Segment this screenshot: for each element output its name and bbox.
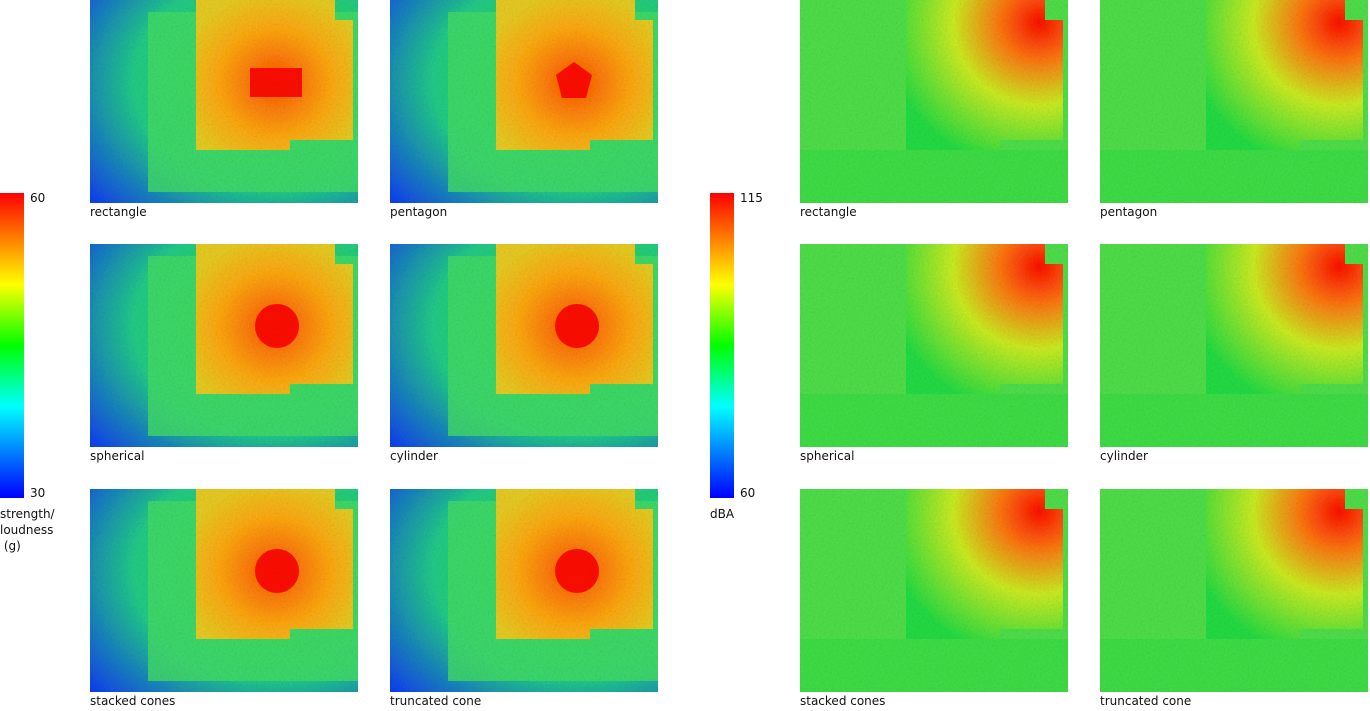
- heatmap: [1100, 244, 1368, 447]
- panel-label: truncated cone: [1100, 694, 1192, 708]
- heatmap-layers: [390, 489, 658, 692]
- heatmap: [800, 244, 1068, 447]
- heatmap: [390, 489, 658, 692]
- building: [1206, 244, 1363, 394]
- colorbar-title: strength/: [0, 507, 55, 521]
- building: [906, 489, 1063, 639]
- zone: [800, 394, 1068, 447]
- heatmap: [800, 489, 1068, 692]
- heatmap-layers: [800, 489, 1068, 692]
- panel-label: spherical: [800, 449, 855, 463]
- heatmap: [1100, 489, 1368, 692]
- source: [255, 549, 299, 593]
- panel-label: truncated cone: [390, 694, 482, 708]
- zone: [1100, 150, 1368, 203]
- panel-label: rectangle: [800, 205, 857, 219]
- colorbar-max-label: 60: [30, 191, 46, 205]
- colorbar: [0, 193, 24, 498]
- building: [1206, 0, 1363, 150]
- heatmap-layers: [390, 0, 658, 203]
- source: [255, 304, 299, 348]
- colorbar-title: dBA: [710, 507, 735, 521]
- panel-label: pentagon: [390, 205, 448, 219]
- building: [906, 244, 1063, 394]
- source: [555, 549, 599, 593]
- zone: [1100, 639, 1368, 692]
- heatmap-layers: [90, 0, 358, 203]
- panel-label: rectangle: [90, 205, 147, 219]
- heatmap: [90, 489, 358, 692]
- heatmap: [390, 244, 658, 447]
- colorbar: [710, 193, 734, 498]
- heatmap-layers: [1100, 489, 1368, 692]
- panel-label: cylinder: [390, 449, 438, 463]
- source: [555, 304, 599, 348]
- building: [906, 0, 1063, 150]
- heatmap: [90, 244, 358, 447]
- colorbar-title: loudness: [0, 523, 54, 537]
- panel-label: pentagon: [1100, 205, 1158, 219]
- heatmap: [800, 0, 1068, 203]
- heatmap-layers: [90, 489, 358, 692]
- heatmap-layers: [390, 244, 658, 447]
- heatmap-layers: [90, 244, 358, 447]
- panel-label: cylinder: [1100, 449, 1148, 463]
- heatmap: [90, 0, 358, 203]
- zone: [800, 639, 1068, 692]
- heatmap: [390, 0, 658, 203]
- colorbar-gradient: [0, 193, 24, 498]
- heatmap-layers: [1100, 0, 1368, 203]
- panel-label: stacked cones: [90, 694, 176, 708]
- heatmap: [1100, 0, 1368, 203]
- colorbar-title: (g): [0, 539, 21, 553]
- heatmap-layers: [800, 244, 1068, 447]
- colorbar-max-label: 115: [740, 191, 763, 205]
- building: [1206, 489, 1363, 639]
- panel-label: spherical: [90, 449, 145, 463]
- source: [556, 62, 592, 98]
- panel-label: stacked cones: [800, 694, 886, 708]
- heatmap-layers: [1100, 244, 1368, 447]
- zone: [1100, 394, 1368, 447]
- colorbar-min-label: 60: [740, 486, 756, 500]
- heatmap-layers: [800, 0, 1068, 203]
- source: [250, 68, 302, 97]
- colorbar-gradient: [710, 193, 734, 498]
- colorbar-min-label: 30: [30, 486, 46, 500]
- zone: [800, 150, 1068, 203]
